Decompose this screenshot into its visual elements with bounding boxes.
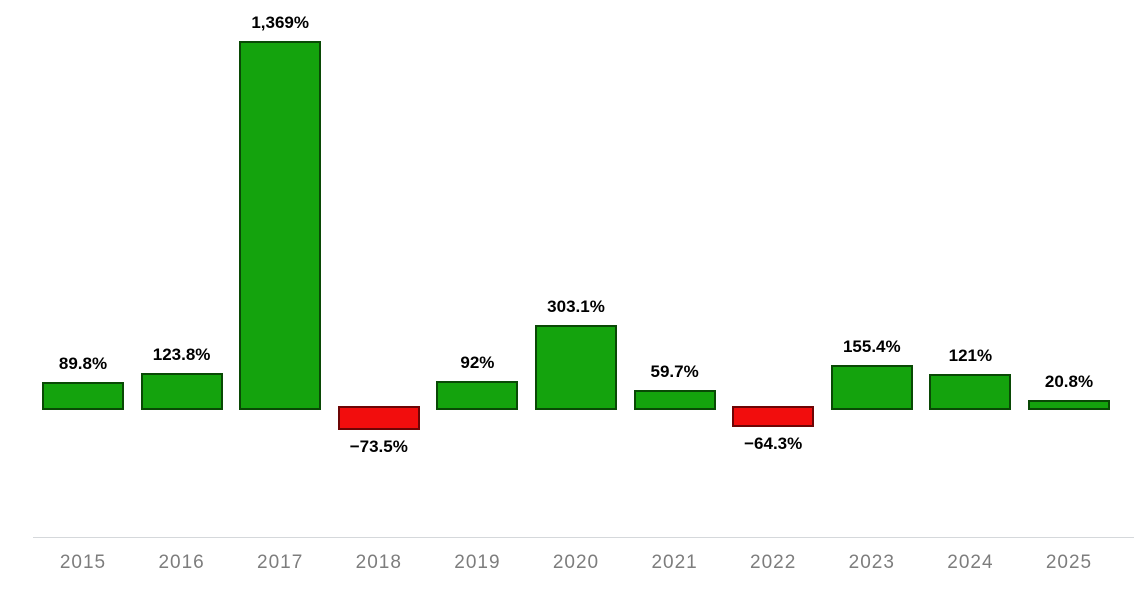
bar-2018 <box>337 406 420 430</box>
value-label-2021: 59.7% <box>650 362 699 382</box>
bar-2016 <box>140 373 223 410</box>
bar-2020 <box>535 325 617 410</box>
bar-2025 <box>1028 400 1110 410</box>
x-tick-2019: 2019 <box>454 552 501 573</box>
value-label-2019: 92% <box>460 353 495 373</box>
bar-2015 <box>42 382 124 410</box>
value-label-2017: 1,369% <box>251 13 310 33</box>
value-label-2018: −73.5% <box>349 436 408 456</box>
x-tick-2024: 2024 <box>947 552 994 573</box>
x-axis-line <box>33 537 1134 538</box>
x-tick-2023: 2023 <box>848 552 895 573</box>
value-label-2024: 121% <box>948 345 993 365</box>
bar-2017 <box>239 41 322 410</box>
value-label-2023: 155.4% <box>842 336 901 356</box>
bar-2022 <box>732 406 815 428</box>
value-label-2016: 123.8% <box>152 345 211 365</box>
x-tick-2025: 2025 <box>1045 552 1093 573</box>
bar-2019 <box>436 381 519 410</box>
x-tick-2015: 2015 <box>59 552 107 573</box>
bar-2021 <box>633 390 716 410</box>
value-label-2022: −64.3% <box>744 434 803 454</box>
x-tick-2021: 2021 <box>651 552 698 573</box>
x-tick-2016: 2016 <box>158 552 205 573</box>
bar-2024 <box>929 373 1012 410</box>
value-label-2025: 20.8% <box>1044 372 1094 392</box>
x-tick-2020: 2020 <box>552 552 600 573</box>
value-label-2020: 303.1% <box>547 297 605 317</box>
x-tick-2017: 2017 <box>257 552 304 573</box>
value-label-2015: 89.8% <box>58 354 108 374</box>
x-tick-2018: 2018 <box>355 552 402 573</box>
x-tick-2022: 2022 <box>750 552 797 573</box>
bar-2023 <box>830 364 913 410</box>
